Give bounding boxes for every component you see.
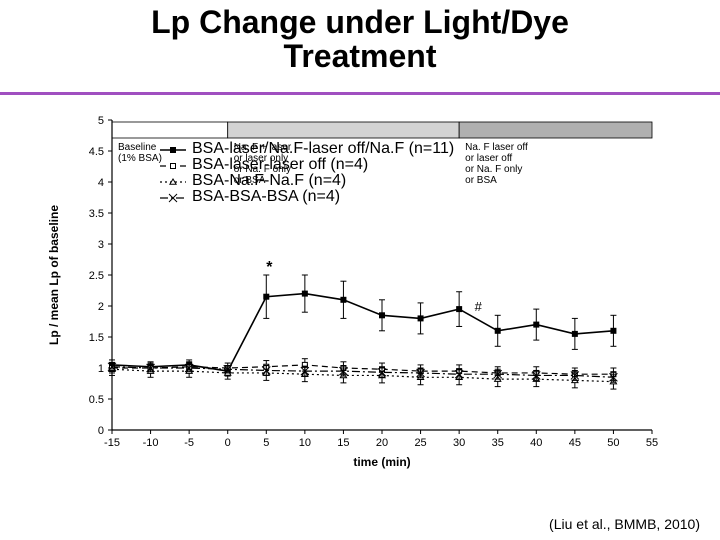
x-tick-label: 40 (530, 437, 542, 449)
y-tick-label: 1.5 (89, 332, 104, 344)
x-tick-label: 10 (299, 437, 311, 449)
slide-title: Lp Change under Light/Dye Treatment (0, 6, 720, 73)
y-tick-label: 2.5 (89, 270, 104, 282)
phase-label-2-1: or laser off (465, 153, 512, 164)
legend-label: BSA-laser-laser off (n=4) (192, 156, 368, 173)
series-s2 (109, 359, 616, 381)
y-axis-label: Lp / mean Lp of baseline (47, 205, 61, 345)
x-tick-label: 15 (337, 437, 349, 449)
phase-label-2-3: or BSA (465, 175, 497, 186)
phase-band-0 (112, 122, 228, 138)
legend-item-s3: BSA-Na.F-Na.F (n=4) (160, 172, 346, 189)
chart-container: Baseline(1% BSA)Na. F + laseror laser on… (40, 110, 680, 510)
x-tick-label: 30 (453, 437, 465, 449)
series-s1 (109, 275, 616, 376)
x-axis-label: time (min) (353, 455, 410, 469)
y-tick-label: 3 (98, 239, 104, 251)
y-tick-label: 5 (98, 115, 104, 127)
x-tick-label: 45 (569, 437, 581, 449)
legend-label: BSA-BSA-BSA (n=4) (192, 188, 340, 205)
x-tick-label: 55 (646, 437, 658, 449)
x-tick-label: -15 (104, 437, 120, 449)
y-tick-label: 0 (98, 425, 104, 437)
citation: (Liu et al., BMMB, 2010) (549, 516, 700, 532)
y-tick-label: 4 (98, 177, 104, 189)
x-tick-label: -5 (184, 437, 194, 449)
phase-band-2 (459, 122, 652, 138)
legend-item-s1: BSA-laser/Na.F-laser off/Na.F (n=11) (160, 140, 454, 157)
y-tick-label: 4.5 (89, 146, 104, 158)
phase-band-1 (228, 122, 459, 138)
y-tick-label: 2 (98, 301, 104, 313)
annotation-1: # (475, 299, 483, 314)
phase-label-2-2: or Na. F only (465, 164, 522, 175)
lp-change-chart: Baseline(1% BSA)Na. F + laseror laser on… (40, 110, 680, 510)
y-tick-label: 3.5 (89, 208, 104, 220)
x-tick-label: 25 (414, 437, 426, 449)
title-underline (0, 92, 720, 95)
x-tick-label: 20 (376, 437, 388, 449)
phase-label-0-0: Baseline (118, 142, 157, 153)
legend-label: BSA-Na.F-Na.F (n=4) (192, 172, 346, 189)
phase-label-0-1: (1% BSA) (118, 153, 162, 164)
y-tick-label: 1 (98, 363, 104, 375)
x-tick-label: -10 (143, 437, 159, 449)
x-tick-label: 5 (263, 437, 269, 449)
annotation-0: * (266, 259, 273, 276)
y-tick-label: 0.5 (89, 394, 104, 406)
legend-label: BSA-laser/Na.F-laser off/Na.F (n=11) (192, 140, 454, 157)
legend-item-s4: BSA-BSA-BSA (n=4) (160, 188, 340, 205)
x-tick-label: 0 (225, 437, 231, 449)
legend-item-s2: BSA-laser-laser off (n=4) (160, 156, 368, 173)
x-tick-label: 35 (492, 437, 504, 449)
title-line-1: Lp Change under Light/Dye (151, 4, 569, 40)
title-line-2: Treatment (284, 38, 437, 74)
x-tick-label: 50 (607, 437, 619, 449)
phase-label-2-0: Na. F laser off (465, 142, 528, 153)
